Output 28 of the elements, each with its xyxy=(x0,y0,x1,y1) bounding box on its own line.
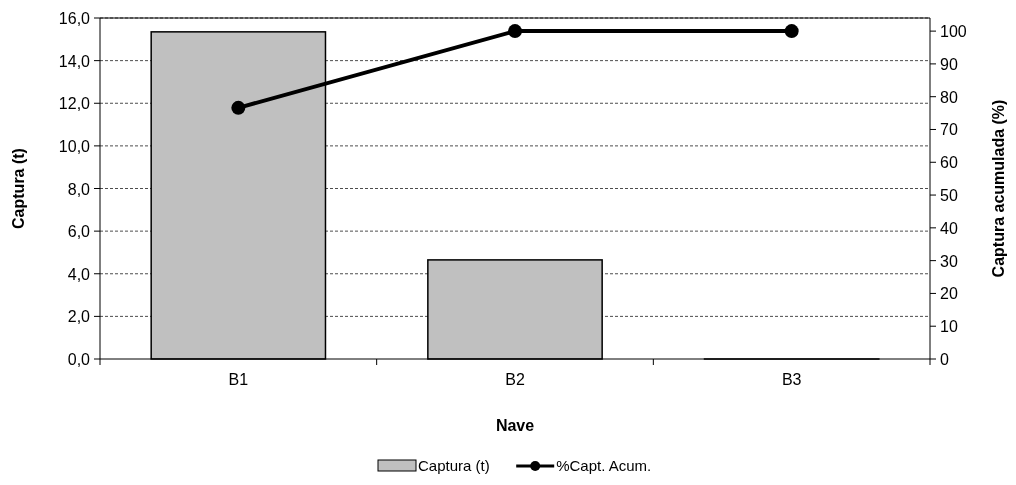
y2-tick-label: 20 xyxy=(940,285,958,303)
y2-tick-label: 50 xyxy=(940,187,958,205)
y-tick-label: 6,0 xyxy=(67,223,91,241)
legend-label: %Capt. Acum. xyxy=(556,457,652,474)
legend-label: Captura (t) xyxy=(418,457,490,474)
y2-tick-label: 70 xyxy=(940,121,958,139)
x-tick-label: B3 xyxy=(781,371,802,388)
y-tick-label: 14,0 xyxy=(58,52,91,70)
x-axis-title: Nave xyxy=(495,417,535,434)
y2-tick-label: 80 xyxy=(940,88,958,106)
y2-tick-label: 40 xyxy=(940,219,958,237)
x-tick-label: B2 xyxy=(505,371,525,388)
y2-tick-label: 90 xyxy=(940,55,958,73)
y-tick-label: 2,0 xyxy=(67,308,91,326)
y-axis-title: Captura (t) xyxy=(10,148,27,229)
y-tick-label: 8,0 xyxy=(67,180,91,198)
y-tick-label: 0,0 xyxy=(67,351,91,368)
y-tick-label: 16,0 xyxy=(58,10,91,27)
y2-axis-title: Captura acumulada (%) xyxy=(990,99,1007,278)
y2-tick-label: 30 xyxy=(940,252,958,270)
y2-tick-label: 10 xyxy=(940,318,958,336)
y-tick-label: 12,0 xyxy=(58,95,91,113)
y-tick-label: 10,0 xyxy=(58,137,91,155)
y2-tick-label: 0 xyxy=(940,351,949,368)
y2-tick-label: 100 xyxy=(940,23,967,41)
x-tick-label: B1 xyxy=(228,371,249,388)
y-tick-label: 4,0 xyxy=(67,265,91,283)
y2-tick-label: 60 xyxy=(940,154,958,172)
